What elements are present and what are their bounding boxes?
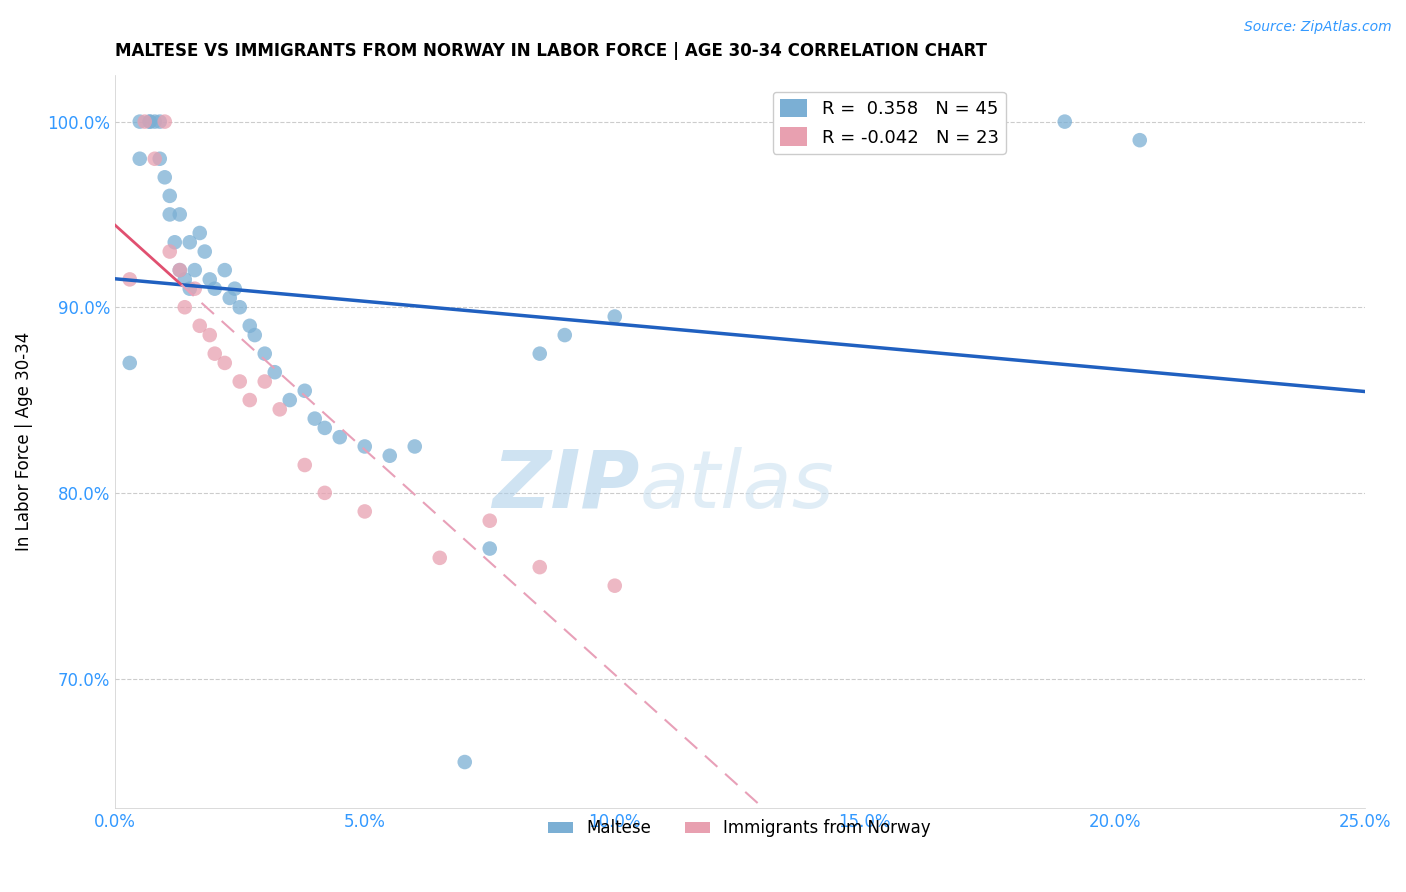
Point xyxy=(378,449,401,463)
Point xyxy=(243,328,266,343)
Point xyxy=(163,235,186,250)
Point xyxy=(239,318,262,333)
Point xyxy=(478,541,501,556)
Point xyxy=(188,226,211,240)
Point xyxy=(179,235,201,250)
Text: atlas: atlas xyxy=(640,447,835,524)
Point xyxy=(454,755,477,769)
Point xyxy=(139,114,162,128)
Point xyxy=(229,375,252,389)
Point xyxy=(194,244,217,259)
Point xyxy=(329,430,352,444)
Point xyxy=(153,114,176,128)
Point xyxy=(159,244,181,259)
Point xyxy=(263,365,285,379)
Point xyxy=(159,207,181,221)
Point xyxy=(188,318,211,333)
Point xyxy=(314,486,336,500)
Point xyxy=(229,300,252,314)
Point xyxy=(143,152,166,166)
Point xyxy=(294,458,316,472)
Point xyxy=(314,421,336,435)
Point xyxy=(214,263,236,277)
Point xyxy=(198,272,221,286)
Point xyxy=(1053,114,1076,128)
Point xyxy=(173,300,195,314)
Point xyxy=(294,384,316,398)
Point xyxy=(169,207,191,221)
Point xyxy=(278,392,301,407)
Point xyxy=(184,263,207,277)
Point xyxy=(353,504,375,518)
Point xyxy=(204,282,226,296)
Point xyxy=(239,392,262,407)
Point xyxy=(218,291,240,305)
Point xyxy=(179,282,201,296)
Point xyxy=(603,310,626,324)
Legend: Maltese, Immigrants from Norway: Maltese, Immigrants from Norway xyxy=(541,813,938,844)
Point xyxy=(118,356,141,370)
Point xyxy=(149,152,172,166)
Point xyxy=(429,550,451,565)
Point xyxy=(224,282,246,296)
Point xyxy=(153,170,176,185)
Point xyxy=(404,440,426,454)
Text: ZIP: ZIP xyxy=(492,447,640,524)
Point xyxy=(204,346,226,360)
Point xyxy=(143,114,166,128)
Point xyxy=(169,263,191,277)
Y-axis label: In Labor Force | Age 30-34: In Labor Force | Age 30-34 xyxy=(15,332,32,551)
Point xyxy=(353,440,375,454)
Text: MALTESE VS IMMIGRANTS FROM NORWAY IN LABOR FORCE | AGE 30-34 CORRELATION CHART: MALTESE VS IMMIGRANTS FROM NORWAY IN LAB… xyxy=(115,42,987,60)
Point xyxy=(1129,133,1152,147)
Point xyxy=(184,282,207,296)
Point xyxy=(269,402,291,417)
Point xyxy=(253,346,276,360)
Point xyxy=(554,328,576,343)
Point xyxy=(173,272,195,286)
Point xyxy=(214,356,236,370)
Point xyxy=(149,114,172,128)
Point xyxy=(134,114,156,128)
Point xyxy=(529,560,551,574)
Point xyxy=(478,514,501,528)
Point xyxy=(253,375,276,389)
Text: Source: ZipAtlas.com: Source: ZipAtlas.com xyxy=(1244,20,1392,34)
Point xyxy=(139,114,162,128)
Point xyxy=(603,579,626,593)
Point xyxy=(198,328,221,343)
Point xyxy=(529,346,551,360)
Point xyxy=(128,114,150,128)
Point xyxy=(304,411,326,425)
Point xyxy=(169,263,191,277)
Point xyxy=(128,152,150,166)
Point xyxy=(118,272,141,286)
Point xyxy=(159,189,181,203)
